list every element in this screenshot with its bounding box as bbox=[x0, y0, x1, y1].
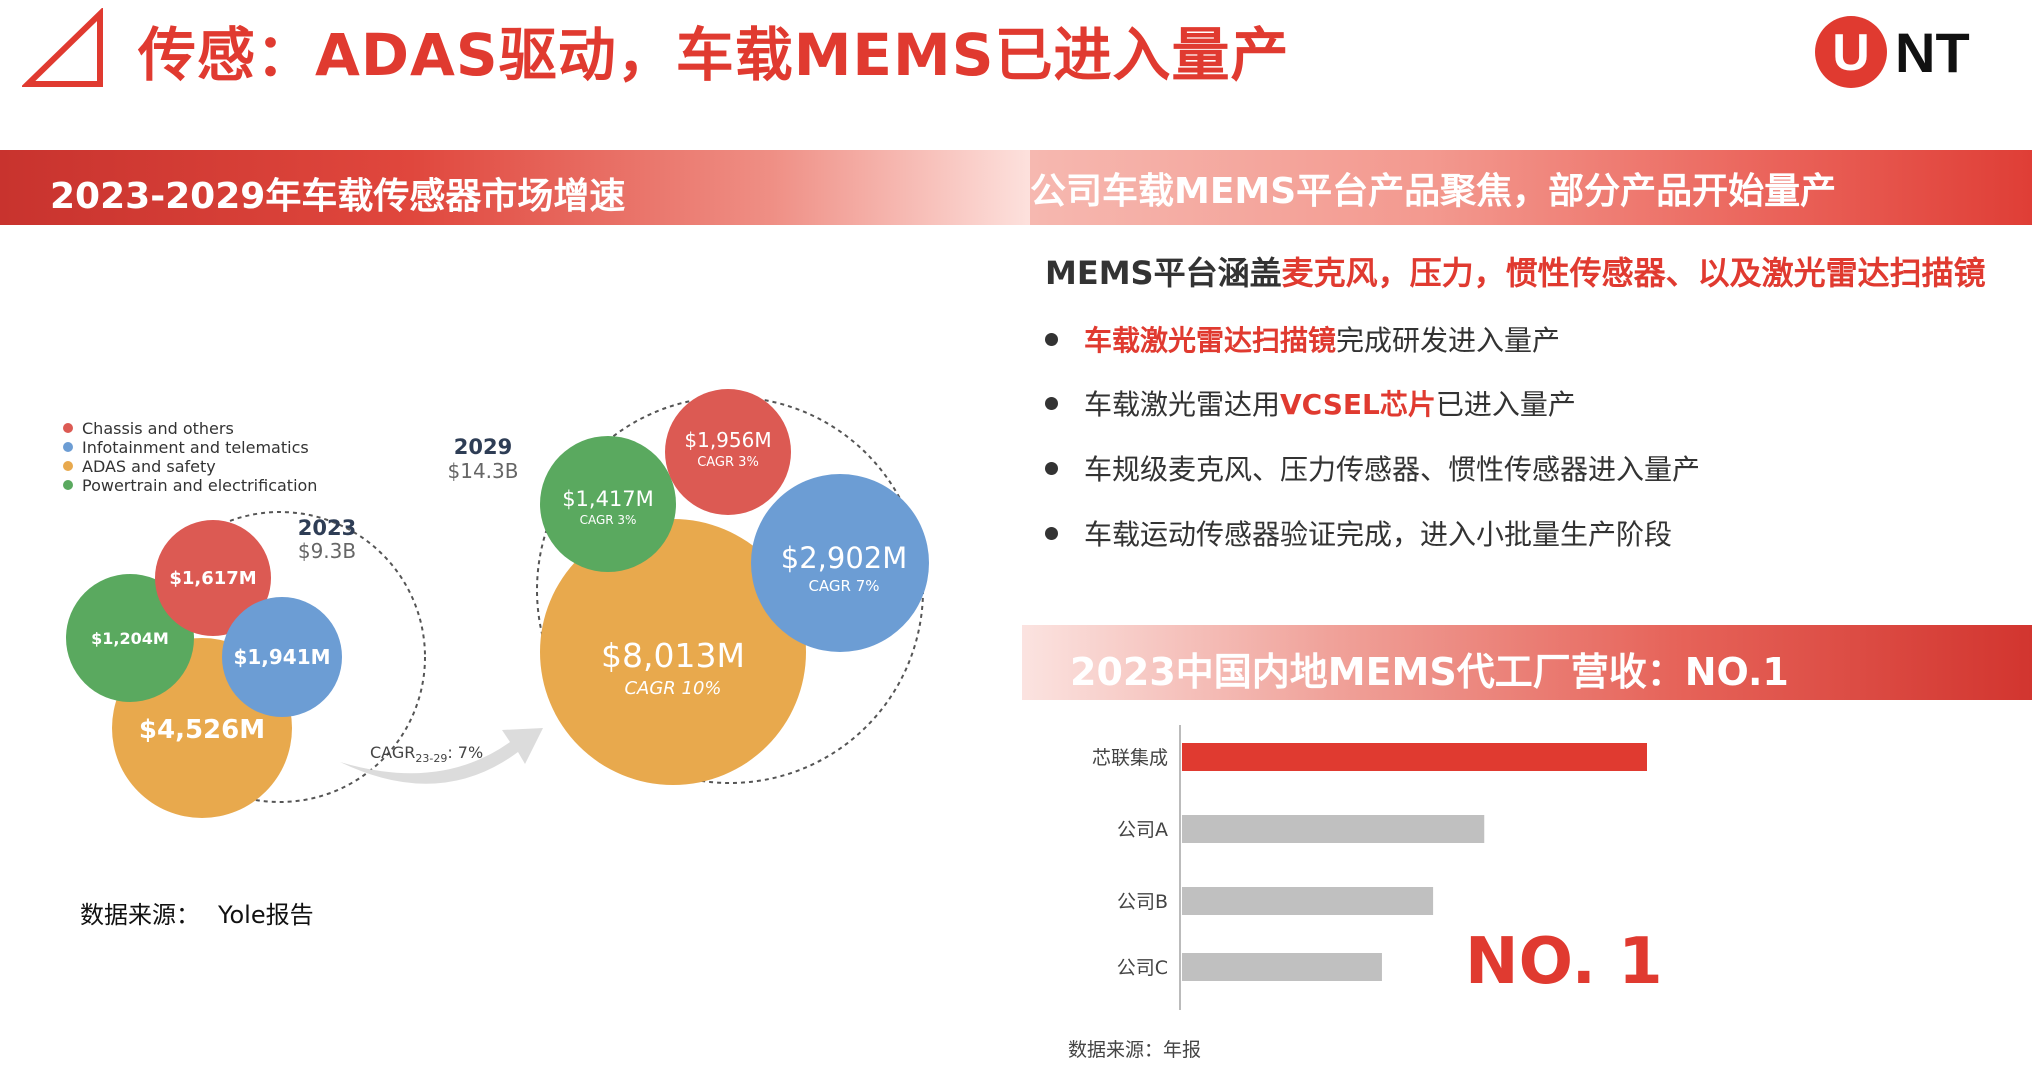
legend-swatch-adas bbox=[63, 461, 73, 471]
bubble-2029-infotainment-label: $2,902M bbox=[781, 541, 908, 575]
bubble-2029-infotainment bbox=[751, 474, 929, 652]
chart-legend: Chassis and others Infotainment and tele… bbox=[63, 419, 317, 495]
bullet-text: 车载运动传感器验证完成，进入小批量生产阶段 bbox=[1084, 518, 1673, 551]
bar-category-label: 公司B bbox=[1117, 891, 1168, 913]
mems-platform-banner: 公司车载MEMS平台产品聚焦，部分产品开始量产 bbox=[1030, 150, 2032, 225]
bubble-2023-chassis bbox=[155, 520, 271, 636]
growth-arrow-shape bbox=[340, 728, 543, 784]
bullet-highlight: 车载激光雷达扫描镜 bbox=[1084, 324, 1337, 357]
left-source-label: 数据来源： bbox=[80, 901, 200, 929]
bubble-2023-powertrain bbox=[66, 574, 194, 702]
bubble-group-2029: $1,956M CAGR 3% $1,417M CAGR 3% $2,902M … bbox=[448, 389, 929, 785]
bubble-2023-powertrain-label: $1,204M bbox=[91, 629, 169, 648]
legend-swatch-powertrain bbox=[63, 480, 73, 490]
page-title: 传感：ADAS驱动，车载MEMS已进入量产 bbox=[138, 21, 1290, 89]
bar-category-label: 公司A bbox=[1117, 819, 1168, 841]
foundry-rank-banner: 2023中国内地MEMS代工厂营收：NO.1 bbox=[1022, 625, 2032, 700]
bubble-2029-infotainment-cagr: CAGR 7% bbox=[808, 577, 879, 595]
corner-triangle-icon bbox=[22, 8, 103, 87]
legend-item-adas: ADAS and safety bbox=[82, 457, 216, 476]
bullet-item: 车规级麦克风、压力传感器、惯性传感器进入量产 bbox=[1045, 448, 1700, 488]
year-2023-label: 2023 bbox=[298, 516, 356, 540]
bubble-2023-chassis-label: $1,617M bbox=[169, 568, 256, 589]
market-growth-banner-title: 2023-2029年车载传感器市场增速 bbox=[50, 176, 626, 217]
cagr-suffix: : 7% bbox=[447, 743, 483, 762]
bullet-item: 车载激光雷达用VCSEL芯片已进入量产 bbox=[1045, 383, 1576, 423]
bubble-2029-chassis-cagr: CAGR 3% bbox=[697, 455, 759, 470]
right-source-note: 数据来源：年报 bbox=[1068, 1039, 1202, 1061]
bubble-2023-adas-label: $4,526M bbox=[139, 715, 265, 745]
bubble-2023-infotainment-label: $1,941M bbox=[233, 645, 330, 669]
bubble-2029-chassis-label: $1,956M bbox=[684, 428, 771, 452]
foundry-rank-banner-title: 2023中国内地MEMS代工厂营收：NO.1 bbox=[1070, 650, 1789, 694]
bubble-2029-powertrain bbox=[540, 436, 676, 572]
bar-2 bbox=[1182, 815, 1485, 843]
legend-item-infotainment: Infotainment and telematics bbox=[82, 438, 309, 457]
mems-platform-banner-title: 公司车载MEMS平台产品聚焦，部分产品开始量产 bbox=[1030, 171, 1837, 212]
bullet-dot-icon bbox=[1045, 396, 1058, 410]
no1-callout: NO. 1 bbox=[1465, 925, 1663, 999]
bar-category-label: 芯联集成 bbox=[1092, 747, 1168, 769]
bubble-2029-adas-cagr: CAGR 10% bbox=[624, 678, 721, 699]
left-source-note: 数据来源： Yole报告 bbox=[80, 895, 314, 930]
year-2029-total: $14.3B bbox=[448, 459, 519, 483]
year-2029-label: 2029 bbox=[454, 435, 512, 459]
growth-arrow-label: CAGR23-29: 7% bbox=[370, 743, 483, 765]
bar-1 bbox=[1182, 743, 1647, 771]
bullet-dot-icon bbox=[1045, 332, 1058, 346]
bullet-text: 已进入量产 bbox=[1435, 388, 1576, 421]
brand-logo: U NT bbox=[1815, 16, 1970, 88]
bubble-2029-chassis bbox=[665, 389, 791, 515]
cagr-subscript: 23-29 bbox=[415, 752, 447, 765]
bullet-text: 车规级麦克风、压力传感器、惯性传感器进入量产 bbox=[1084, 453, 1701, 486]
legend-item-powertrain: Powertrain and electrification bbox=[82, 476, 317, 495]
bar-3 bbox=[1182, 887, 1434, 915]
bubble-group-2023: $1,617M $1,204M $1,941M $4,526M 2023 $9.… bbox=[66, 511, 426, 818]
logo-letter-u: U bbox=[1832, 24, 1870, 82]
left-source-value: Yole报告 bbox=[218, 901, 314, 929]
bubble-2023-infotainment bbox=[222, 597, 342, 717]
bullet-item: 车载激光雷达扫描镜完成研发进入量产 bbox=[1045, 319, 1560, 359]
bubble-2029-adas bbox=[540, 519, 806, 785]
legend-swatch-chassis bbox=[63, 423, 73, 433]
market-growth-banner: 2023-2029年车载传感器市场增速 bbox=[0, 150, 1030, 225]
bubble-2023-outline bbox=[134, 511, 426, 803]
bullet-text: 完成研发进入量产 bbox=[1336, 324, 1561, 357]
bullet-item: 车载运动传感器验证完成，进入小批量生产阶段 bbox=[1045, 513, 1672, 553]
bar-4 bbox=[1182, 953, 1382, 981]
growth-arrow: CAGR23-29: 7% bbox=[340, 728, 543, 784]
bubble-2029-adas-label: $8,013M bbox=[601, 636, 745, 675]
legend-item-chassis: Chassis and others bbox=[82, 419, 234, 438]
bullet-text: 车载激光雷达用 bbox=[1084, 388, 1281, 421]
bubble-2029-powertrain-label: $1,417M bbox=[562, 487, 654, 511]
bullet-dot-icon bbox=[1045, 461, 1058, 475]
bullet-dot-icon bbox=[1045, 526, 1058, 540]
cagr-prefix: CAGR bbox=[370, 743, 415, 762]
legend-swatch-infotainment bbox=[63, 442, 73, 452]
mems-intro-text: MEMS平台涵盖 bbox=[1045, 254, 1282, 292]
bar-category-label: 公司C bbox=[1117, 957, 1168, 979]
logo-letters-nt: NT bbox=[1895, 21, 1970, 84]
year-2023-total: $9.3B bbox=[298, 539, 356, 563]
mems-intro-highlight: 麦克风，压力，惯性传感器、以及激光雷达扫描镜 bbox=[1281, 254, 1986, 292]
bubble-2029-powertrain-cagr: CAGR 3% bbox=[580, 513, 637, 527]
mems-intro: MEMS平台涵盖麦克风，压力，惯性传感器、以及激光雷达扫描镜 bbox=[1045, 248, 1986, 294]
sensor-market-bubble-chart: Chassis and others Infotainment and tele… bbox=[63, 389, 929, 818]
bullet-highlight: VCSEL芯片 bbox=[1280, 388, 1436, 421]
